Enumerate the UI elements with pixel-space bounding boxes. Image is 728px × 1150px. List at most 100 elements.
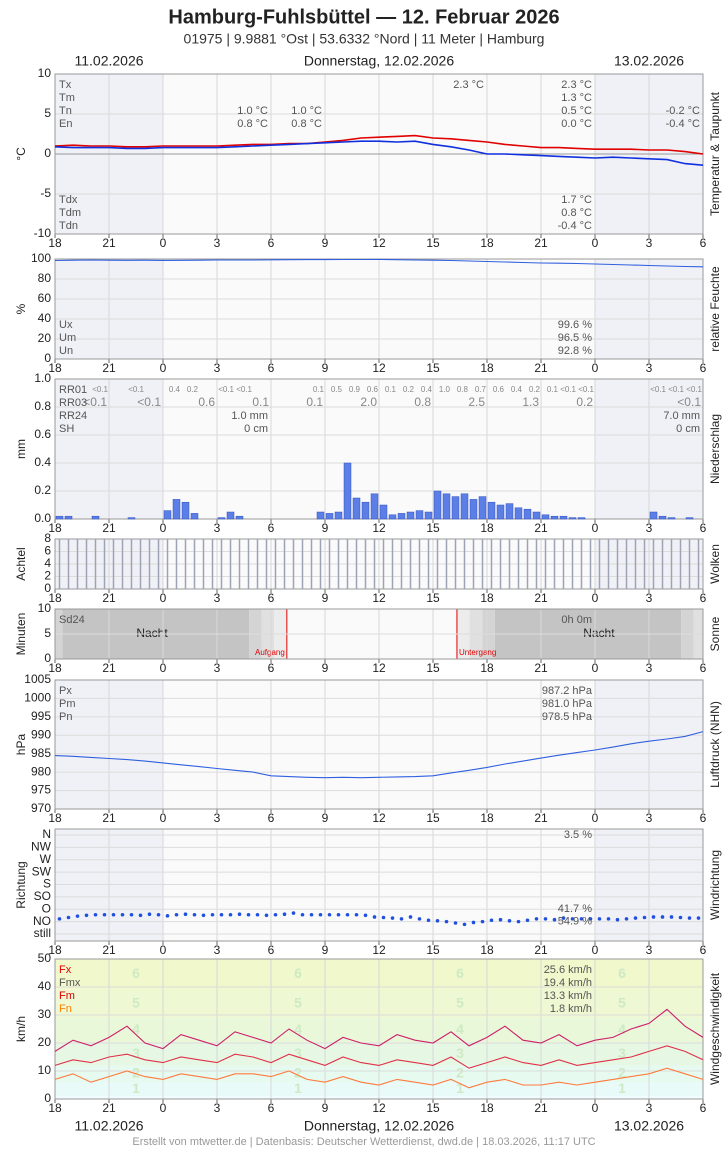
bar (127, 517, 136, 520)
bar (283, 539, 286, 589)
bar (400, 539, 403, 589)
point (66, 915, 71, 920)
y-axis-label: km/h (14, 1016, 28, 1042)
line (54, 1045, 704, 1069)
x-tick-label: 0 (592, 236, 599, 250)
y-tick-label: 0 (44, 146, 51, 160)
date-right: 13.02.2026 (614, 1118, 684, 1134)
three-hourly-amount: 2.0 (360, 395, 377, 409)
x-tick-label: 18 (48, 521, 62, 535)
point (561, 916, 566, 920)
stat-value: 92.8 % (558, 345, 592, 357)
bar (550, 515, 559, 520)
y-tick-label: N (42, 827, 51, 841)
bar (496, 504, 505, 520)
point (129, 912, 134, 917)
hourly-amount: 0.2 (403, 385, 415, 394)
point (597, 917, 602, 921)
hourly-amount: <0.1 (218, 385, 234, 394)
x-tick-label: 21 (102, 661, 116, 675)
hourly-amount: 0.6 (493, 385, 505, 394)
point (75, 914, 80, 918)
x-tick-label: 9 (322, 521, 329, 535)
beaufort-label: 6 (618, 965, 626, 981)
hourly-amount: 0.7 (475, 385, 487, 394)
hourly-amount: <0.1 (128, 385, 144, 394)
x-tick-label: 21 (102, 591, 116, 605)
three-hourly-amount: <0.1 (677, 395, 701, 409)
hourly-amount: <0.1 (686, 385, 702, 394)
x-tick-label: 0 (592, 943, 599, 957)
y-tick-label: 990 (31, 727, 51, 741)
beaufort-label: 4 (618, 1021, 626, 1037)
sunrise-label: Aufgang (255, 648, 285, 657)
bar (343, 462, 352, 520)
stat-value: 25.6 km/h (544, 964, 592, 976)
point (624, 917, 629, 921)
point (444, 919, 449, 924)
y-tick-label: -10 (34, 226, 52, 240)
bar (184, 539, 187, 589)
beaufort-label: 1 (618, 1080, 626, 1096)
stat-value: -0.2 °C (666, 105, 700, 117)
point (372, 915, 377, 919)
three-hourly-amount: 0.1 (252, 395, 269, 409)
y-tick-label: 0.4 (34, 455, 51, 469)
x-tick-label: 12 (372, 811, 386, 825)
point (669, 915, 674, 919)
point (507, 919, 512, 923)
bar (391, 539, 394, 589)
x-tick-label: 6 (700, 1101, 707, 1115)
bar (661, 539, 664, 589)
point (516, 919, 521, 924)
x-tick-label: 3 (214, 943, 221, 957)
plot-frame (54, 958, 704, 1100)
stat-value: 7.0 mm (663, 410, 700, 422)
x-tick-label: 18 (480, 361, 494, 375)
y-tick-label: 980 (31, 764, 51, 778)
stat-label: Un (59, 345, 73, 357)
y-axis-label: hPa (14, 734, 28, 756)
bar (64, 515, 73, 520)
y-tick-label: 1.0 (34, 371, 51, 385)
bar (334, 511, 343, 520)
three-hourly-amount: <0.1 (83, 395, 107, 409)
hourly-amount: 0.1 (313, 385, 325, 394)
bar (577, 517, 586, 520)
stat-value: 1.0 °C (237, 105, 268, 117)
bar (418, 539, 421, 589)
bar (325, 513, 334, 520)
x-tick-label: 3 (214, 521, 221, 535)
x-tick-label: 21 (534, 521, 548, 535)
x-tick-label: 18 (480, 943, 494, 957)
bar (382, 539, 385, 589)
line (54, 1008, 704, 1052)
y-tick-label: 0 (44, 351, 51, 365)
y-tick-label: 0.2 (34, 483, 51, 497)
x-tick-label: 3 (214, 591, 221, 605)
x-tick-label: 21 (102, 521, 116, 535)
x-tick-label: 18 (48, 661, 62, 675)
hourly-amount: 0.1 (385, 385, 397, 394)
stat-value: 54.9 % (558, 916, 592, 928)
x-tick-label: 0 (592, 361, 599, 375)
y-tick-label: 0.8 (34, 399, 51, 413)
plot-frame (54, 828, 704, 942)
bar (442, 493, 451, 520)
stat-value: 1.3 °C (561, 92, 592, 104)
point (120, 912, 125, 917)
stat-label: Ux (59, 319, 73, 331)
point (552, 917, 557, 922)
three-hourly-amount: <0.1 (137, 395, 161, 409)
stat-label: Fn (59, 1003, 72, 1015)
y-tick-label: 8 (44, 531, 51, 545)
bar (364, 539, 367, 589)
point (651, 915, 656, 919)
stat-value: -0.4 °C (666, 118, 700, 130)
bar (229, 539, 232, 589)
point (345, 912, 350, 917)
bar (301, 539, 304, 589)
stat-value: 0.5 °C (561, 105, 592, 117)
y-axis-label: mm (14, 439, 28, 459)
x-tick-label: 3 (214, 811, 221, 825)
